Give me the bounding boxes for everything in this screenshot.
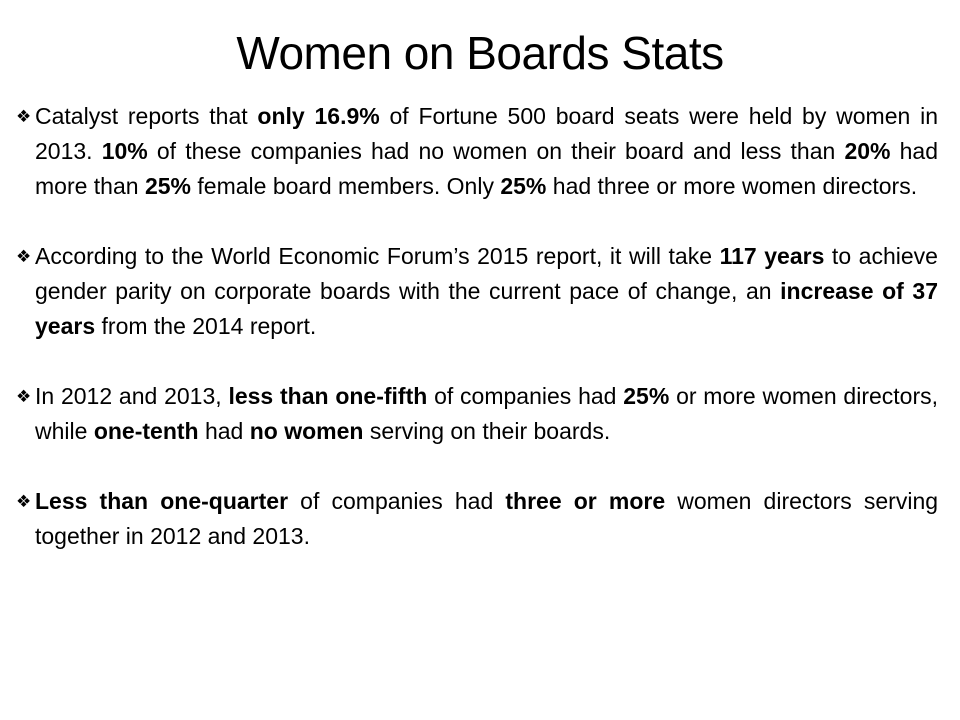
diamond-bullet-icon: ❖ bbox=[16, 247, 32, 266]
diamond-bullet-icon: ❖ bbox=[16, 107, 32, 126]
bold-text-segment: 10% bbox=[101, 138, 148, 164]
bullet-item: ❖ Catalyst reports that only 16.9% of Fo… bbox=[16, 99, 938, 204]
bullet-list: ❖ Catalyst reports that only 16.9% of Fo… bbox=[16, 99, 938, 554]
diamond-bullet-icon: ❖ bbox=[16, 492, 32, 511]
bullet-item: ❖ Less than one-quarter of companies had… bbox=[16, 484, 938, 554]
bullet-text: Catalyst reports that only 16.9% of Fort… bbox=[35, 103, 938, 199]
text-segment: had bbox=[198, 418, 250, 444]
text-segment: According to the World Economic Forum’s … bbox=[35, 243, 720, 269]
text-segment: had more than bbox=[35, 138, 939, 199]
text-segment: In 2012 and 2013, bbox=[35, 383, 229, 409]
bullet-text: According to the World Economic Forum’s … bbox=[35, 243, 938, 339]
text-segment: or more women directors, while bbox=[35, 383, 939, 444]
bullet-text: Less than one-quarter of companies had t… bbox=[35, 488, 938, 549]
bold-text-segment: three or more bbox=[505, 488, 666, 514]
text-segment: female board members. Only bbox=[191, 173, 501, 199]
bullet-item: ❖ According to the World Economic Forum’… bbox=[16, 239, 938, 344]
bold-text-segment: 25% bbox=[623, 383, 670, 409]
bold-text-segment: no women bbox=[249, 418, 364, 444]
bold-text-segment: 25% bbox=[500, 173, 547, 199]
text-segment: of companies had bbox=[427, 383, 624, 409]
diamond-bullet-icon: ❖ bbox=[16, 387, 32, 406]
text-segment: from the 2014 report. bbox=[95, 313, 317, 339]
bold-text-segment: increase of 37 years bbox=[35, 278, 939, 339]
slide-title: Women on Boards Stats bbox=[236, 27, 724, 79]
text-segment: of companies had bbox=[288, 488, 506, 514]
bold-text-segment: 25% bbox=[144, 173, 191, 199]
bold-text-segment: 117 years bbox=[719, 243, 825, 269]
text-segment: had three or more women directors. bbox=[546, 173, 918, 199]
text-segment: women directors serving together in 2012… bbox=[35, 488, 939, 549]
bold-text-segment: Less than one-quarter bbox=[35, 488, 289, 514]
bold-text-segment: less than one-fifth bbox=[228, 383, 428, 409]
bold-text-segment: one-tenth bbox=[93, 418, 199, 444]
bullet-text: In 2012 and 2013, less than one-fifth of… bbox=[35, 383, 938, 444]
text-segment: of these companies had no women on their… bbox=[147, 138, 845, 164]
text-segment: Catalyst reports that bbox=[35, 103, 258, 129]
bold-text-segment: 20% bbox=[844, 138, 891, 164]
bold-text-segment: only 16.9% bbox=[257, 103, 380, 129]
bullet-item: ❖ In 2012 and 2013, less than one-fifth … bbox=[16, 379, 938, 449]
text-segment: of Fortune 500 board seats were held by … bbox=[35, 103, 938, 164]
text-segment: serving on their boards. bbox=[363, 418, 611, 444]
text-segment: to achieve gender parity on corporate bo… bbox=[35, 243, 938, 304]
